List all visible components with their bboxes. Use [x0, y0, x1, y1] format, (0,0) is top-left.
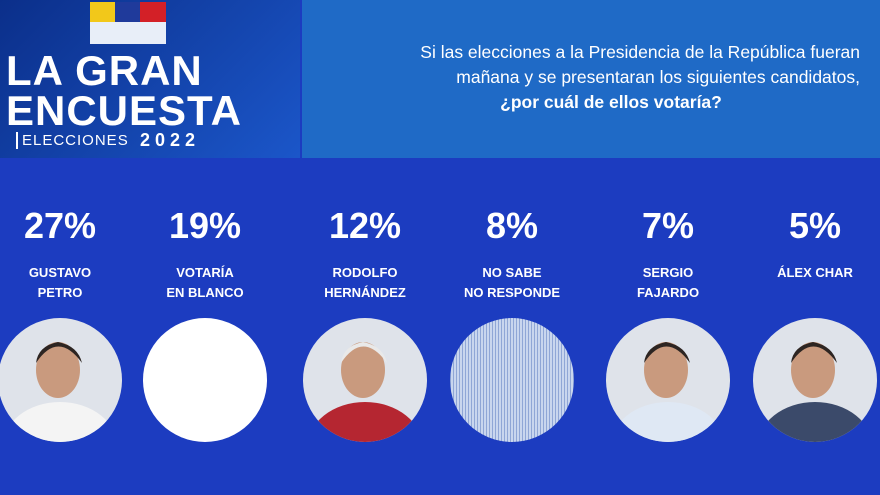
candidate: 8% NO SABE NO RESPONDE	[437, 205, 587, 303]
name-line: RODOLFO	[332, 265, 398, 280]
logo-year: 2022	[140, 130, 201, 150]
candidate-photo	[753, 318, 877, 442]
candidate-name: GUSTAVO PETRO	[0, 263, 135, 303]
name-line: FAJARDO	[636, 285, 700, 300]
name-line: NO RESPONDE	[463, 285, 561, 300]
candidate-name: NO SABE NO RESPONDE	[437, 263, 587, 303]
candidate-photo	[303, 318, 427, 442]
name-line: ÁLEX CHAR	[777, 265, 853, 280]
candidate-name: ÁLEX CHAR	[740, 263, 880, 283]
name-line: VOTARÍA	[176, 265, 234, 280]
name-line: EN BLANCO	[166, 285, 244, 300]
name-line: SERGIO	[642, 265, 694, 280]
candidate: 5% ÁLEX CHAR	[740, 205, 880, 283]
question-line: Si las elecciones a la Presidencia de la…	[420, 42, 860, 62]
percent: 8%	[485, 205, 539, 246]
percent: 19%	[168, 205, 242, 246]
question-line: mañana y se presentaran los siguientes c…	[456, 67, 860, 87]
candidate-photo	[0, 318, 122, 442]
logo-title: ENCUESTA	[6, 87, 242, 134]
candidate-name: SERGIO FAJARDO	[593, 263, 743, 303]
candidate-photo	[143, 318, 267, 442]
percent: 7%	[641, 205, 695, 246]
building-icon	[90, 22, 166, 44]
candidate-name: VOTARÍA EN BLANCO	[130, 263, 280, 303]
percent: 12%	[328, 205, 402, 246]
candidate: 27% GUSTAVO PETRO	[0, 205, 135, 303]
flag	[90, 2, 166, 22]
candidate-photo	[606, 318, 730, 442]
logo-title: LA GRAN	[6, 47, 203, 94]
candidate-name: RODOLFO HERNÁNDEZ	[290, 263, 440, 303]
percent: 27%	[23, 205, 97, 246]
percent: 5%	[788, 205, 842, 246]
candidate: 19% VOTARÍA EN BLANCO	[130, 205, 280, 303]
name-line: PETRO	[37, 285, 83, 300]
candidate: 7% SERGIO FAJARDO	[593, 205, 743, 303]
candidate-photo	[450, 318, 574, 442]
question: Si las elecciones a la Presidencia de la…	[302, 0, 880, 158]
question-line: ¿por cuál de ellos votaría?	[500, 92, 722, 112]
name-line: NO SABE	[482, 265, 542, 280]
candidate: 12% RODOLFO HERNÁNDEZ	[290, 205, 440, 303]
name-line: HERNÁNDEZ	[324, 285, 406, 300]
name-line: GUSTAVO	[28, 265, 92, 280]
logo-subtitle: ELECCIONES	[16, 132, 129, 149]
logo: LA GRAN ENCUESTA ELECCIONES 2022	[0, 0, 300, 158]
